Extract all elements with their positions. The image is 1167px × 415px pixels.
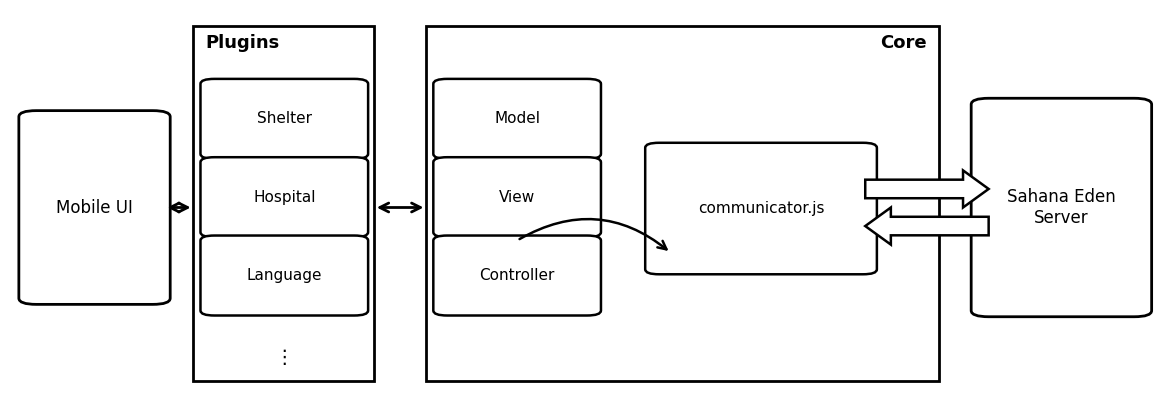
FancyBboxPatch shape <box>201 236 368 315</box>
Polygon shape <box>865 208 988 244</box>
Text: Language: Language <box>246 268 322 283</box>
Polygon shape <box>865 171 988 208</box>
FancyBboxPatch shape <box>433 79 601 159</box>
FancyBboxPatch shape <box>433 236 601 315</box>
Text: Mobile UI: Mobile UI <box>56 198 133 217</box>
FancyBboxPatch shape <box>433 157 601 237</box>
Text: Plugins: Plugins <box>205 34 279 52</box>
Text: Controller: Controller <box>480 268 554 283</box>
Text: Hospital: Hospital <box>253 190 315 205</box>
FancyBboxPatch shape <box>645 143 876 274</box>
Bar <box>426 26 938 381</box>
FancyBboxPatch shape <box>19 111 170 304</box>
Text: Model: Model <box>494 111 540 127</box>
FancyBboxPatch shape <box>201 79 368 159</box>
FancyBboxPatch shape <box>201 157 368 237</box>
Bar <box>194 26 373 381</box>
Text: Shelter: Shelter <box>257 111 312 127</box>
FancyBboxPatch shape <box>971 98 1152 317</box>
Text: Core: Core <box>880 34 927 52</box>
Text: ⋮: ⋮ <box>274 349 294 367</box>
Text: View: View <box>499 190 536 205</box>
Text: communicator.js: communicator.js <box>698 201 824 216</box>
Text: Sahana Eden
Server: Sahana Eden Server <box>1007 188 1116 227</box>
